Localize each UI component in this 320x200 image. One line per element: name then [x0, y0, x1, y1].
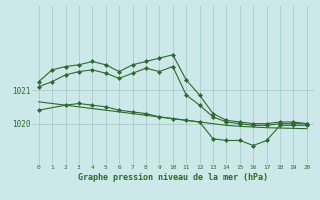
X-axis label: Graphe pression niveau de la mer (hPa): Graphe pression niveau de la mer (hPa) — [78, 173, 268, 182]
